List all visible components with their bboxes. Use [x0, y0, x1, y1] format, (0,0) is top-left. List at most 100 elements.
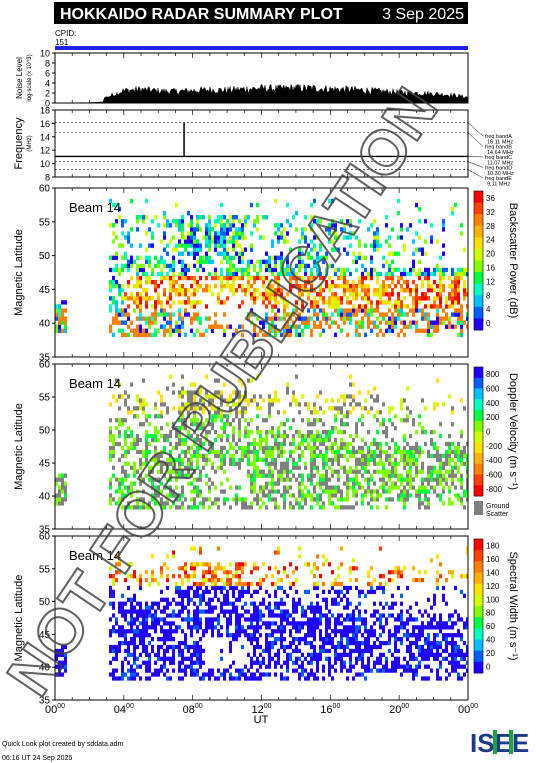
- freq-band-value: 14.64 MHz: [487, 150, 514, 156]
- colorbar-label: Backscatter Power (dB): [507, 203, 519, 319]
- cpid-bar: [55, 46, 468, 50]
- width-panel: 60 55 50 45 40 35 Magnetic Latitude Beam 14 180 1…: [13, 532, 519, 707]
- colorbar-segment: [474, 420, 483, 432]
- plot-title: HOKKAIDO RADAR SUMMARY PLOT: [60, 6, 343, 23]
- colorbar-tick-label: 60: [486, 622, 495, 631]
- y-axis-label: Noise Level: [15, 57, 24, 99]
- colorbar-segment: [474, 561, 483, 573]
- y-tick-label: 60: [39, 184, 51, 195]
- time-tick-label: 1600: [320, 703, 340, 716]
- y-tick-label: 40: [39, 663, 51, 674]
- colorbar-tick-label: -800: [486, 485, 503, 494]
- freq-band-label: freq bandD: [485, 166, 512, 172]
- colorbar-segment: [474, 539, 483, 551]
- y-tick-label: 60: [39, 360, 51, 371]
- freq-band-value: 10.30 MHz: [487, 171, 514, 177]
- colorbar-segment: [474, 248, 483, 261]
- y-tick-label: 12: [40, 146, 50, 156]
- colorbar-tick-label: -400: [486, 456, 503, 465]
- y-tick-label: 55: [39, 564, 51, 575]
- colorbar-tick-label: 16: [486, 263, 495, 272]
- ground-scatter-swatch: [474, 501, 483, 515]
- colorbar-segment: [474, 295, 483, 308]
- colorbar-segment: [474, 594, 483, 607]
- footer-credit: Quick Look plot created by sddata.adm: [2, 741, 124, 748]
- colorbar-segment: [474, 572, 483, 585]
- freq-band-value: 9.11 MHz: [487, 182, 510, 188]
- y-tick-label: 10: [40, 159, 50, 169]
- colorbar-segment: [474, 463, 483, 475]
- colorbar-label: Spectral Width (m s⁻¹): [507, 551, 519, 660]
- colorbar-segment: [474, 550, 483, 562]
- ground-scatter-label-2: Scatter: [486, 511, 509, 518]
- colorbar-tick-label: 0: [486, 662, 491, 671]
- y-axis-label: Frequency: [13, 117, 25, 169]
- y-tick-label: 4: [45, 79, 50, 89]
- colorbar-tick-label: 140: [486, 569, 500, 578]
- colorbar-tick-label: 8: [486, 291, 491, 300]
- y-tick-label: 55: [39, 217, 51, 228]
- colorbar-segment: [474, 474, 483, 486]
- colorbar-segment: [474, 283, 483, 296]
- freq-band-leader: [467, 169, 484, 179]
- freq-band-label: freq bandB: [485, 145, 512, 151]
- ground-scatter-label: Ground: [486, 503, 509, 510]
- colorbar-tick-label: 120: [486, 582, 500, 591]
- y-axis-sublabel: (MHz): [27, 135, 33, 151]
- colorbar-tick-label: 36: [486, 194, 495, 203]
- colorbar-segment: [474, 617, 483, 629]
- colorbar-tick-label: 40: [486, 636, 495, 645]
- y-tick-label: 16: [40, 119, 50, 129]
- freq-band-label: freq bandC: [485, 155, 512, 161]
- colorbar-segment: [474, 431, 483, 443]
- freq-band-value: 16.11 MHz: [487, 140, 513, 146]
- colorbar-segment: [474, 306, 483, 319]
- colorbar-tick-label: 80: [486, 609, 495, 618]
- y-tick-label: 50: [39, 426, 51, 437]
- y-axis-sublabel: log-scale (x 10^3): [27, 54, 33, 101]
- y-tick-label: 50: [39, 251, 51, 262]
- colorbar-tick-label: 4: [486, 305, 491, 314]
- colorbar-tick-label: 800: [486, 370, 500, 379]
- y-tick-label: 50: [39, 597, 51, 608]
- colorbar-segment: [474, 367, 483, 379]
- velocity-panel: 60 55 50 45 40 35 Magnetic Latitude Beam 14 800 6…: [13, 360, 519, 536]
- cpid-label: CPID:: [55, 29, 76, 38]
- y-tick-label: 35: [39, 696, 51, 707]
- time-tick-label: 0000: [458, 703, 478, 716]
- isee-logo: ISEE: [470, 728, 529, 758]
- colorbar-segment: [474, 214, 483, 227]
- colorbar-tick-label: 180: [486, 542, 500, 551]
- y-tick-label: 60: [39, 532, 51, 543]
- time-tick-label: 1200: [251, 703, 271, 716]
- beam-label: Beam 14: [69, 548, 121, 563]
- panel-frame: [54, 52, 469, 104]
- y-tick-label: 0: [45, 99, 50, 109]
- colorbar-segment: [474, 410, 483, 422]
- y-tick-label: 45: [39, 285, 51, 296]
- panel-frame: [54, 187, 469, 358]
- colorbar-tick-label: -200: [486, 442, 503, 451]
- colorbar-frame: [473, 538, 484, 674]
- colorbar-segment: [474, 650, 483, 663]
- colorbar-tick-label: -600: [486, 471, 503, 480]
- colorbar-label: Doppler Velocity (m s⁻¹): [507, 373, 519, 490]
- colorbar-tick-label: 0: [486, 428, 491, 437]
- logo-text: ISEE: [470, 728, 529, 758]
- colorbar-segment: [474, 399, 483, 411]
- colorbar-segment: [474, 661, 483, 674]
- time-tick-label: 0800: [183, 703, 203, 716]
- panel-frame: [54, 535, 469, 701]
- freq-band-leader: [467, 122, 484, 137]
- colorbar-segment: [474, 202, 483, 215]
- freq-band-label: freq bandA: [485, 134, 512, 140]
- y-tick-label: 45: [39, 459, 51, 470]
- y-axis-label: Magnetic Latitude: [13, 403, 25, 490]
- colorbar-tick-label: 24: [486, 236, 495, 245]
- colorbar-segment: [474, 628, 483, 640]
- colorbar-segment: [474, 442, 483, 454]
- colorbar-tick-label: 0: [486, 319, 491, 328]
- colorbar-tick-label: 600: [486, 385, 500, 394]
